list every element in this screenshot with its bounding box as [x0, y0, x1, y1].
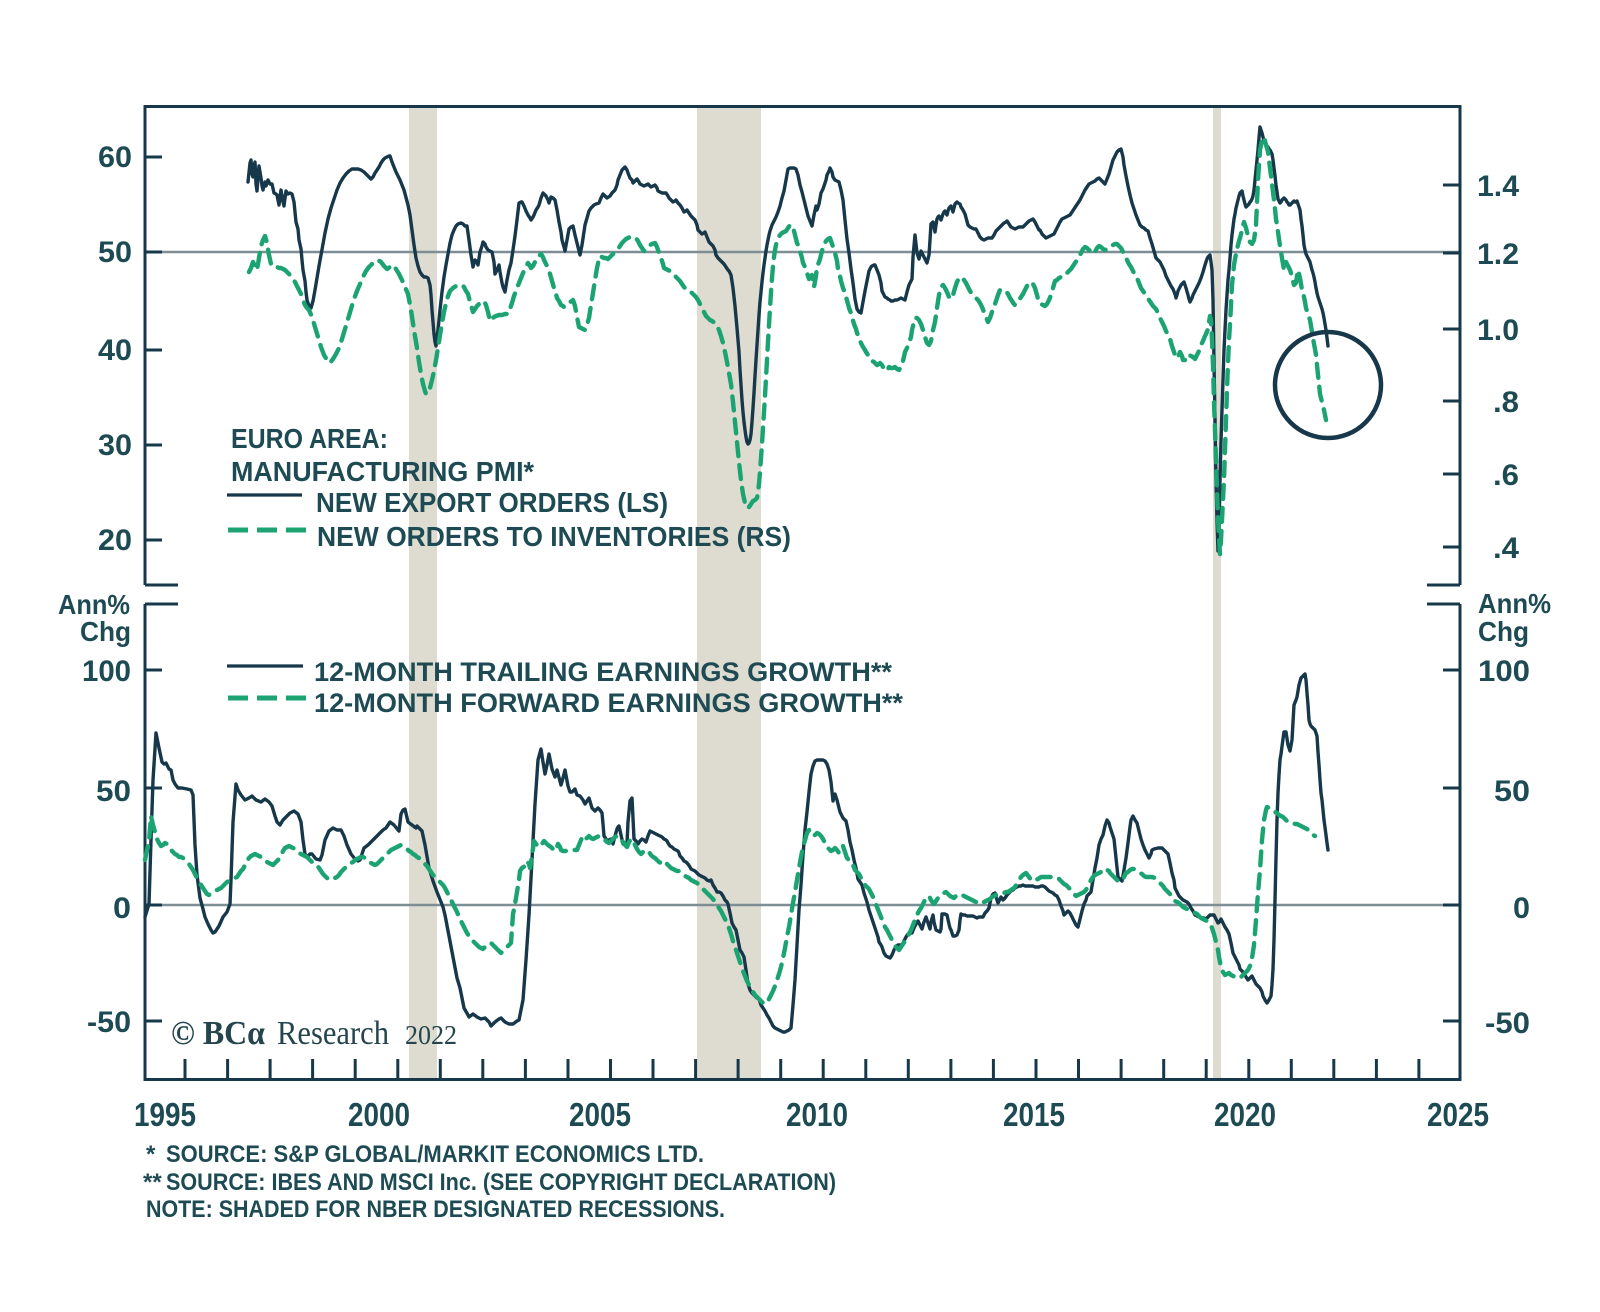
svg-text:2025: 2025 [1427, 1096, 1489, 1133]
svg-text:1.2: 1.2 [1477, 238, 1519, 271]
svg-text:50: 50 [98, 236, 132, 269]
svg-text:SOURCE: IBES AND MSCI Inc. (SE: SOURCE: IBES AND MSCI Inc. (SEE COPYRIGH… [166, 1169, 836, 1196]
svg-text:SOURCE: S&P GLOBAL/MARKIT ECON: SOURCE: S&P GLOBAL/MARKIT ECONOMICS LTD. [166, 1141, 704, 1168]
svg-text:30: 30 [98, 429, 132, 462]
svg-text:Research: Research [277, 1015, 389, 1052]
svg-text:50: 50 [96, 775, 131, 808]
svg-text:Chg: Chg [1478, 616, 1529, 647]
svg-text:Chg: Chg [80, 616, 131, 647]
svg-text:-50: -50 [1485, 1007, 1530, 1040]
svg-text:MANUFACTURING PMI*: MANUFACTURING PMI* [231, 456, 534, 487]
svg-text:12-MONTH TRAILING EARNINGS GRO: 12-MONTH TRAILING EARNINGS GROWTH** [314, 657, 892, 687]
svg-text:2015: 2015 [1003, 1096, 1065, 1133]
svg-text:EURO AREA:: EURO AREA: [231, 423, 388, 454]
svg-text:2005: 2005 [569, 1096, 631, 1133]
svg-text:-50: -50 [87, 1006, 131, 1039]
svg-text:0: 0 [113, 892, 131, 925]
svg-text:*: * [146, 1141, 156, 1168]
svg-text:100: 100 [82, 655, 131, 688]
svg-text:40: 40 [98, 334, 132, 367]
svg-text:2010: 2010 [786, 1096, 848, 1133]
svg-text:.8: .8 [1493, 386, 1519, 419]
svg-text:Ann%: Ann% [1478, 588, 1551, 619]
svg-text:**: ** [143, 1169, 162, 1196]
svg-text:0: 0 [1513, 892, 1530, 925]
svg-text:12-MONTH FORWARD EARNINGS GROW: 12-MONTH FORWARD EARNINGS GROWTH** [314, 688, 903, 718]
svg-text:2020: 2020 [1214, 1096, 1276, 1133]
svg-text:20: 20 [98, 524, 132, 557]
svg-text:100: 100 [1478, 655, 1530, 688]
svg-text:2022: 2022 [405, 1020, 457, 1050]
svg-text:.4: .4 [1493, 532, 1519, 565]
svg-text:Ann%: Ann% [58, 589, 130, 620]
svg-text:NOTE: SHADED FOR NBER DESIGNAT: NOTE: SHADED FOR NBER DESIGNATED RECESSI… [146, 1196, 725, 1223]
svg-text:50: 50 [1494, 775, 1530, 808]
svg-text:1995: 1995 [134, 1096, 196, 1133]
svg-text:NEW ORDERS TO INVENTORIES (RS): NEW ORDERS TO INVENTORIES (RS) [317, 521, 791, 552]
svg-text:1.0: 1.0 [1477, 314, 1519, 347]
svg-text:60: 60 [98, 141, 132, 174]
svg-text:.6: .6 [1493, 459, 1519, 492]
svg-text:© BCα: © BCα [171, 1015, 265, 1052]
svg-text:NEW EXPORT ORDERS (LS): NEW EXPORT ORDERS (LS) [316, 487, 668, 518]
svg-text:2000: 2000 [348, 1096, 410, 1133]
svg-text:1.4: 1.4 [1477, 170, 1519, 203]
